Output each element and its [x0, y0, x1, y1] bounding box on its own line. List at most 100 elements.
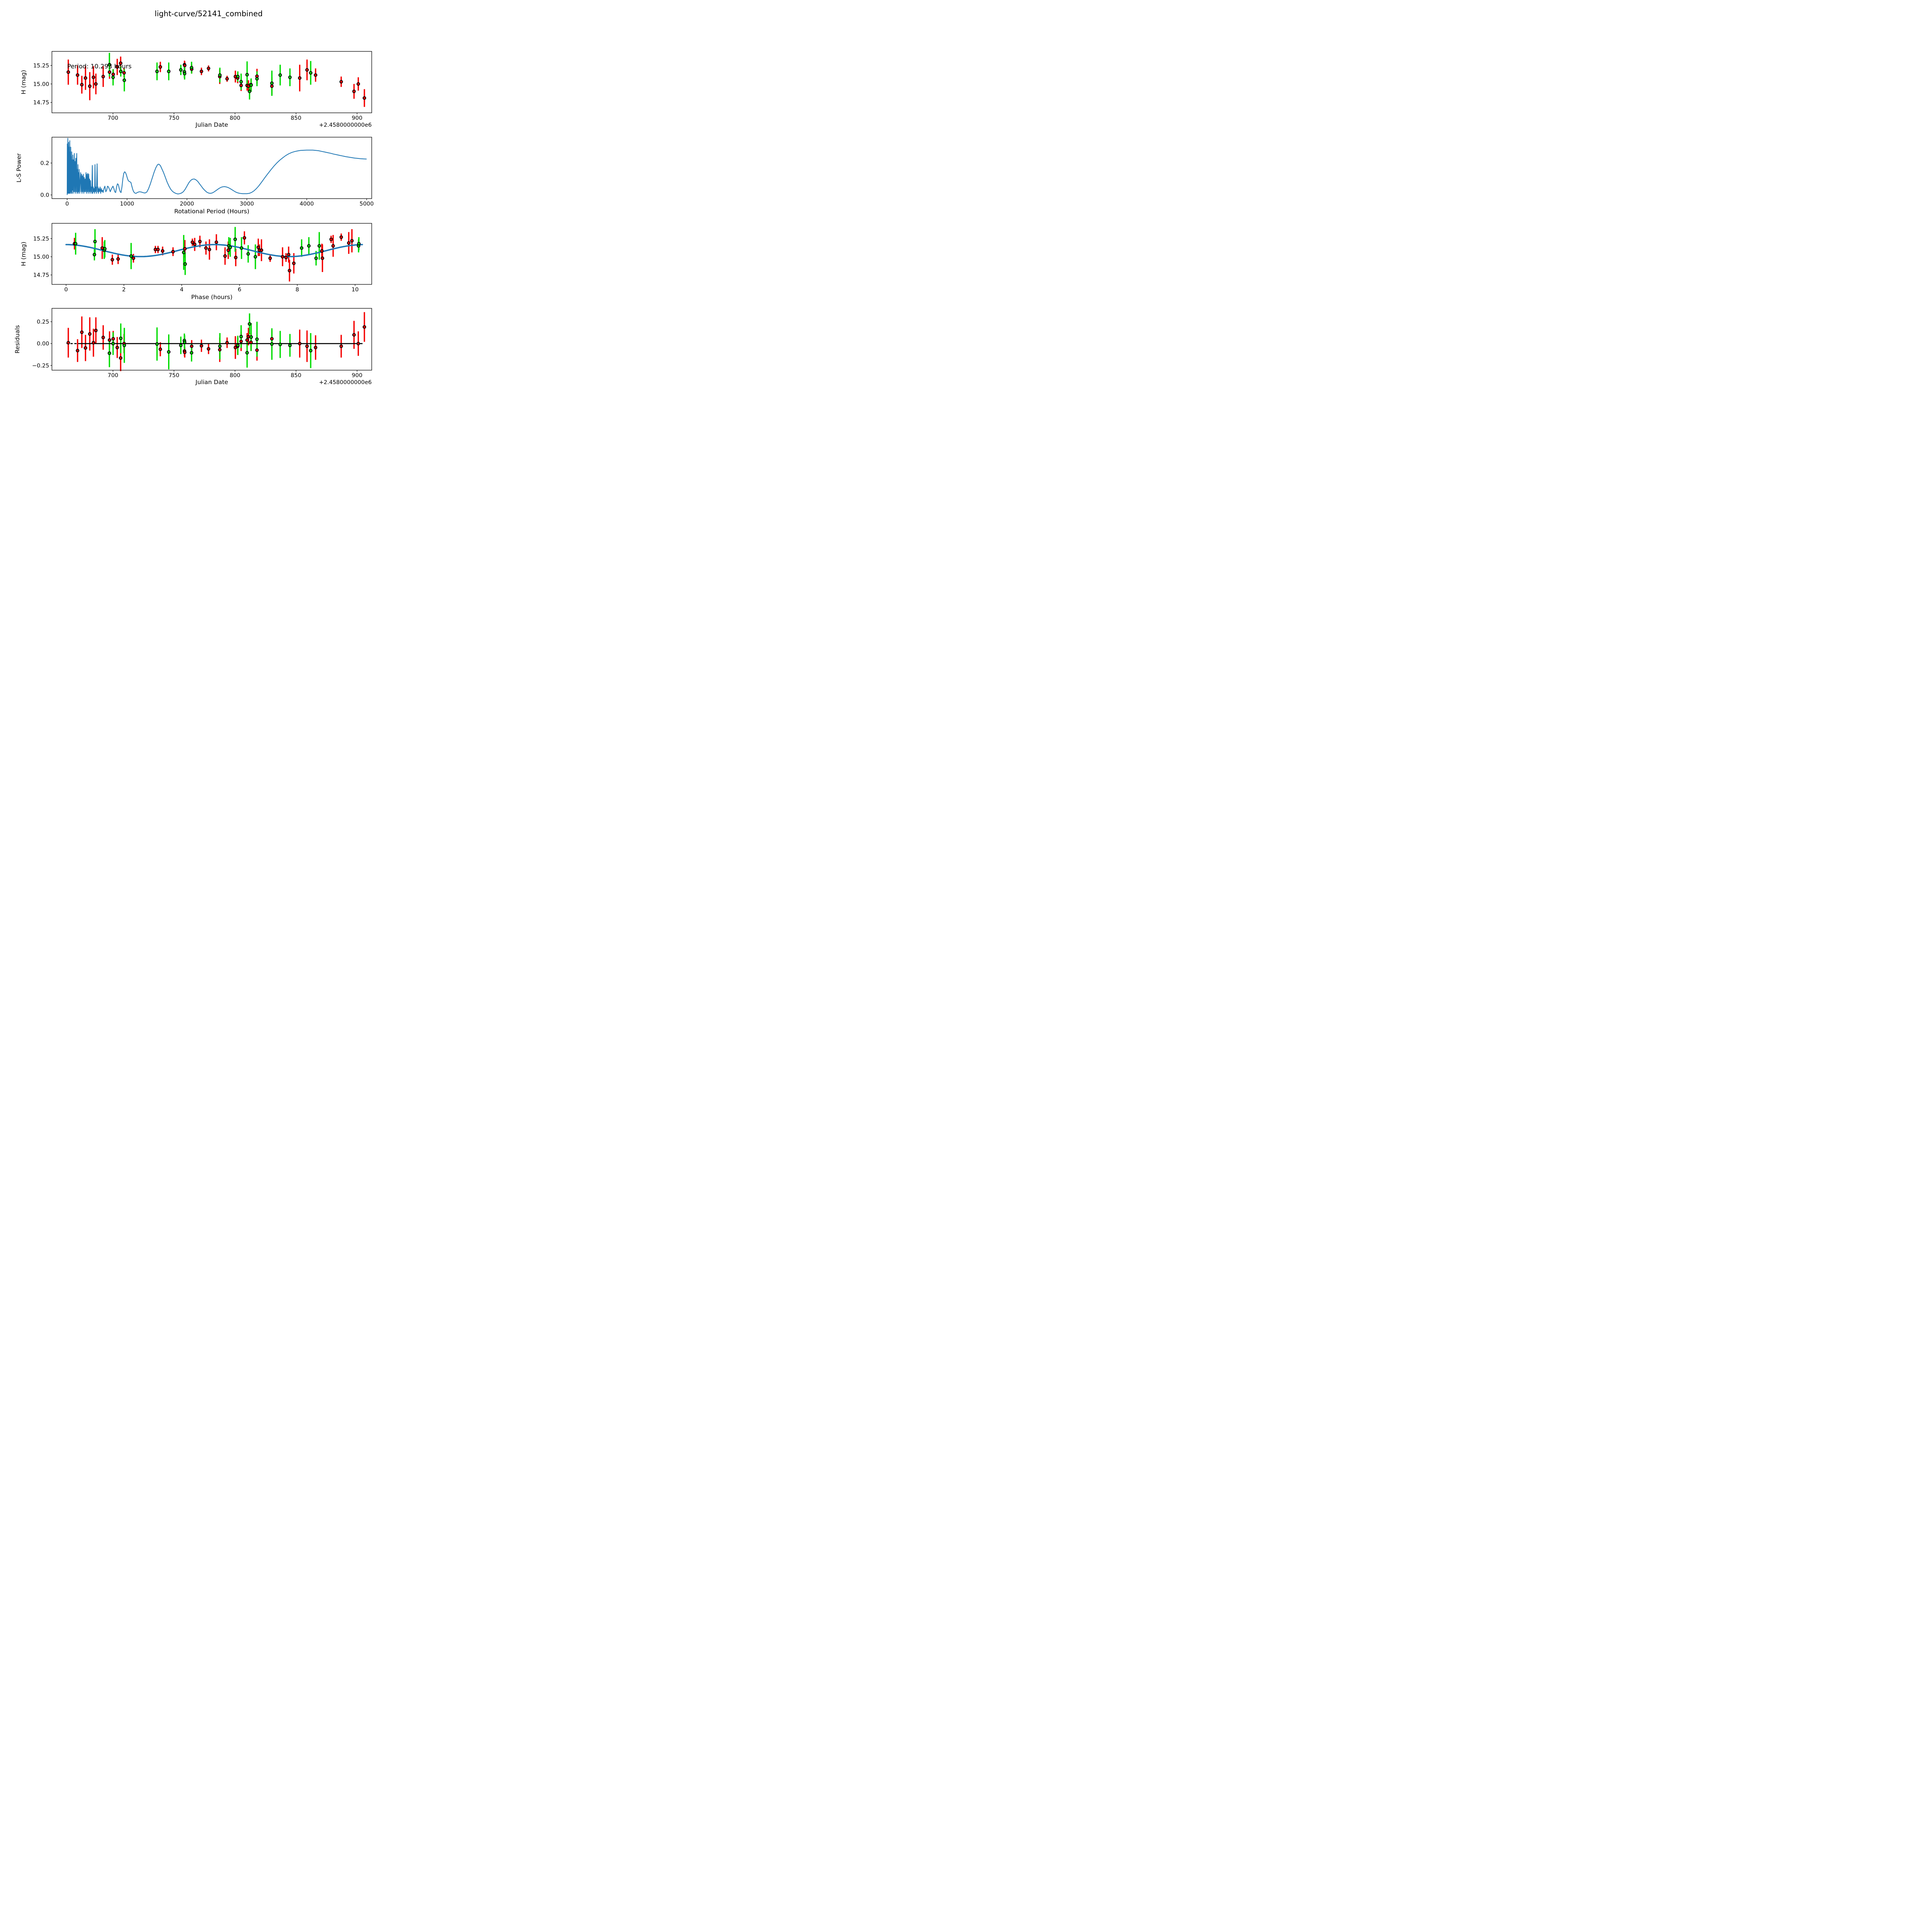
- data-point-green: [317, 244, 321, 248]
- x-tick-label: 700: [107, 372, 118, 379]
- data-point-green: [92, 253, 96, 257]
- x-tick-label: 6: [238, 287, 241, 293]
- data-point-red: [66, 70, 70, 74]
- data-point-green: [190, 66, 194, 70]
- data-point-red: [320, 249, 324, 253]
- data-point-green: [122, 78, 126, 82]
- y-axis-label: H (mag): [20, 70, 27, 94]
- x-tick-label: 2000: [180, 201, 194, 207]
- x-tick-label: 0: [64, 287, 68, 293]
- data-point-green: [240, 246, 243, 250]
- error-bars-green: [75, 227, 360, 275]
- data-point-red: [281, 255, 284, 259]
- periodogram-line: [66, 138, 367, 195]
- data-point-green: [248, 322, 252, 326]
- data-point-red: [183, 350, 187, 354]
- data-point-red: [245, 338, 249, 342]
- data-point-red: [223, 254, 227, 258]
- figure-title: light-curve/52141_combined: [155, 9, 263, 18]
- data-point-green: [300, 246, 304, 250]
- axes-spines: [51, 223, 372, 285]
- data-point-red: [255, 348, 259, 352]
- data-point-green: [74, 242, 78, 246]
- data-point-green: [233, 237, 237, 241]
- data-point-green: [155, 70, 159, 73]
- data-point-green: [107, 351, 111, 355]
- data-point-green: [255, 337, 259, 341]
- x-axis-label: Rotational Period (Hours): [174, 208, 249, 215]
- y-tick-label: 0.25: [37, 319, 49, 325]
- lightcurve-panel: 700 750 800 850 900 15.25 15.00 14.75 Julian Dat…: [20, 51, 372, 128]
- x-tick-label: 750: [168, 115, 179, 121]
- x-tick-label: 5000: [359, 201, 374, 207]
- data-point-red: [80, 83, 84, 87]
- data-point-red: [190, 240, 194, 244]
- data-point-green: [239, 335, 243, 338]
- data-point-green: [183, 71, 187, 76]
- data-point-green: [288, 344, 292, 347]
- data-point-red: [329, 237, 333, 241]
- data-point-red: [116, 257, 120, 261]
- data-point-red: [207, 66, 211, 70]
- data-point-red: [292, 261, 296, 265]
- data-point-red: [247, 335, 250, 338]
- x-tick-label: 850: [291, 115, 301, 121]
- data-point-red: [204, 246, 208, 250]
- data-point-red: [119, 356, 122, 360]
- data-point-red: [234, 255, 238, 259]
- x-tick-label: 4: [180, 287, 184, 293]
- data-point-red: [76, 349, 80, 352]
- data-point-red: [331, 244, 335, 248]
- data-point-red: [287, 269, 291, 272]
- y-axis-label: H (mag): [20, 242, 27, 266]
- phased-panel: 0 2 4 6 8 10 15.25 15.00 14.75 Phase (hours) H (ma…: [20, 223, 372, 301]
- y-tick-label: 0.00: [37, 341, 49, 347]
- data-point-red: [356, 342, 360, 345]
- data-point-red: [94, 82, 98, 86]
- data-point-green: [239, 80, 243, 84]
- data-point-red: [94, 328, 98, 332]
- y-tick-label: 14.75: [33, 100, 49, 106]
- x-tick-label: 10: [352, 287, 359, 293]
- data-point-green: [249, 335, 253, 339]
- y-tick-label: 15.25: [33, 236, 49, 242]
- data-point-red: [287, 253, 291, 257]
- data-point-red: [207, 248, 211, 252]
- data-point-red: [356, 82, 360, 86]
- data-point-green: [278, 73, 282, 77]
- data-point-green: [155, 342, 159, 346]
- x-tick-label: 850: [291, 372, 301, 379]
- data-point-green: [253, 255, 257, 259]
- x-tick-label: 900: [352, 372, 362, 379]
- data-point-red: [199, 344, 203, 348]
- data-point-red: [226, 248, 230, 252]
- axes-spines: [51, 51, 372, 113]
- data-point-red: [76, 73, 80, 77]
- data-point-green: [309, 71, 313, 75]
- data-point-red: [298, 76, 302, 80]
- y-tick-label: 15.00: [33, 81, 49, 87]
- y-tick-label: 0.2: [40, 160, 49, 167]
- data-point-red: [339, 80, 343, 84]
- data-point-green: [122, 344, 126, 347]
- data-point-red: [362, 325, 366, 329]
- data-point-green: [245, 73, 249, 77]
- data-point-red: [256, 245, 260, 249]
- data-point-green: [314, 256, 318, 260]
- x-tick-label: 0: [65, 201, 69, 207]
- x-tick-label: 1000: [120, 201, 134, 207]
- data-point-red: [350, 239, 354, 243]
- data-point-green: [190, 351, 194, 355]
- residuals-panel: 700 750 800 850 900 0.25 0.00 −0.25 Julian Date R…: [14, 308, 372, 386]
- data-point-red: [305, 344, 309, 348]
- error-bars-green: [109, 313, 311, 369]
- data-point-green: [93, 240, 97, 243]
- data-point-red: [225, 77, 229, 81]
- data-point-red: [115, 345, 119, 349]
- y-tick-label: 15.00: [33, 254, 49, 260]
- data-point-red: [66, 341, 70, 345]
- data-point-red: [284, 255, 288, 259]
- data-points-green: [107, 63, 313, 93]
- period-annotation: Period: 10.293 hours: [67, 63, 132, 70]
